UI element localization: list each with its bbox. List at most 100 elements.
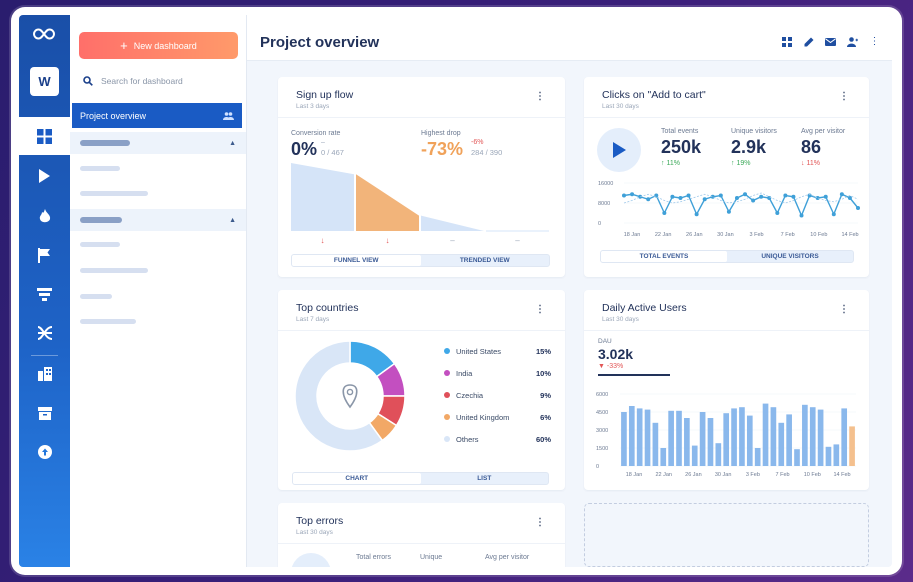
signup-flow-card: Sign up flow Last 3 days ⋮ Conversion ra… [278,77,565,277]
tab-total-events[interactable]: TOTAL EVENTS [601,251,727,262]
new-dashboard-button[interactable]: + New dashboard [79,32,238,59]
drop-change: -6% [471,139,484,146]
y-tick-label: 0 [598,221,601,227]
tab-funnel-view[interactable]: FUNNEL VIEW [292,255,421,266]
app: W + New dashbo [19,15,892,567]
funnel-step-marker: ↓ [321,236,325,245]
mail-icon [825,37,836,46]
data-point [670,194,675,199]
dashboard-sidebar: + New dashboard Search for dashboard Pro… [70,15,247,567]
dau-bar [817,409,824,466]
data-point [783,193,788,198]
card-menu-button[interactable]: ⋮ [839,304,849,315]
data-point [847,196,852,200]
logo-icon [30,25,58,43]
rail-fire-button[interactable] [19,197,70,235]
tab-list[interactable]: LIST [477,475,492,482]
avg-per-visitor-change: ↓ 11% [801,160,820,167]
dau-bar [676,410,682,466]
grid-view-button[interactable] [779,34,794,49]
series-line-total-events [623,193,859,218]
data-point [775,211,780,215]
card-subtitle: Last 3 days [296,103,330,110]
card-menu-button[interactable]: ⋮ [535,304,545,315]
data-point [831,212,836,217]
countries-view-toggle: CHART LIST [292,472,549,485]
card-menu-button[interactable]: ⋮ [535,517,545,528]
rail-streams-button[interactable] [19,314,70,352]
archive-icon [37,406,52,420]
x-tick-label: 22 Jan [655,472,672,478]
x-tick-label: 10 Feb [804,472,821,478]
more-options-button[interactable]: ⋮ [867,34,882,49]
map-pin-icon [342,384,358,409]
dau-bar [668,410,674,466]
tab-trended-view[interactable]: TRENDED VIEW [459,257,510,264]
main-content: Project overview ⋮ Sign up flow La [247,15,892,567]
rail-flag-button[interactable] [19,236,70,274]
avg-per-visitor-label: Avg per visitor [801,128,846,135]
play-button[interactable] [597,128,641,172]
add-widget-placeholder[interactable] [584,503,869,567]
dau-bar [699,412,706,466]
y-tick-label: 1500 [596,446,608,452]
dau-bar [691,445,698,466]
tab-unique-visitors[interactable]: UNIQUE VISITORS [761,253,819,260]
y-tick-label: 16000 [598,181,613,187]
data-point [799,213,804,218]
unique-visitors-label: Unique visitors [731,128,777,135]
placeholder-bar [80,140,130,146]
legend-row: Czechia 9% [444,391,551,400]
card-menu-button[interactable]: ⋮ [535,91,545,102]
legend-label: India [444,369,472,378]
rail-building-button[interactable] [19,355,70,393]
data-point [654,193,659,198]
dau-bar-chart: 6000 4500 3000 1500 0 18 Jan 22 Jan 26 Jan 30 Ja… [596,392,856,478]
legend-row: Others 60% [444,435,551,444]
legend-dot [444,348,450,354]
rail-upload-button[interactable] [19,433,70,471]
chevron-up-icon: ▲ [229,139,236,147]
country-name: Others [456,435,479,444]
total-events-label: Total events [661,128,699,135]
donut-slice [294,340,384,452]
legend-label: United States [444,347,501,356]
dau-value: 3.02k [598,346,634,362]
users-icon [223,111,234,120]
rail-dashboards-button[interactable] [19,117,70,155]
page-header: Project overview ⋮ [247,15,892,61]
share-user-button[interactable] [845,34,860,49]
data-point [856,206,860,210]
play-icon [39,169,50,183]
x-tick-label: 18 Jan [626,472,643,478]
rail-funnel-button[interactable] [19,275,70,313]
search-icon [83,76,93,86]
placeholder-bar [80,191,148,196]
errors-icon-circle [291,553,331,567]
dau-bar [746,415,753,466]
sidebar-group-2[interactable]: ▲ [70,209,246,231]
workspace-avatar[interactable]: W [30,67,59,96]
card-subtitle: Last 30 days [602,316,639,323]
sidebar-item-project-overview[interactable]: Project overview [72,103,242,128]
edit-button[interactable] [801,34,816,49]
legend-dot [444,370,450,376]
search-dashboard-input[interactable]: Search for dashboard [83,73,238,89]
avg-per-visitor-value: 86 [801,137,822,157]
card-title: Top countries [296,302,359,314]
data-point [702,197,707,202]
dau-bar [802,404,808,466]
rail-archive-button[interactable] [19,394,70,432]
tab-chart[interactable]: CHART [293,473,421,484]
card-menu-button[interactable]: ⋮ [839,91,849,102]
sidebar-group-1[interactable]: ▲ [70,132,246,154]
dau-bar [786,414,792,466]
pencil-icon [804,37,813,46]
country-percent: 10% [535,369,551,378]
country-name: United Kingdom [456,413,510,422]
funnel-step [356,174,419,231]
data-point [743,192,748,197]
rail-play-button[interactable] [19,157,70,195]
email-button[interactable] [823,34,838,49]
drop-detail: 284 / 390 [471,148,503,157]
